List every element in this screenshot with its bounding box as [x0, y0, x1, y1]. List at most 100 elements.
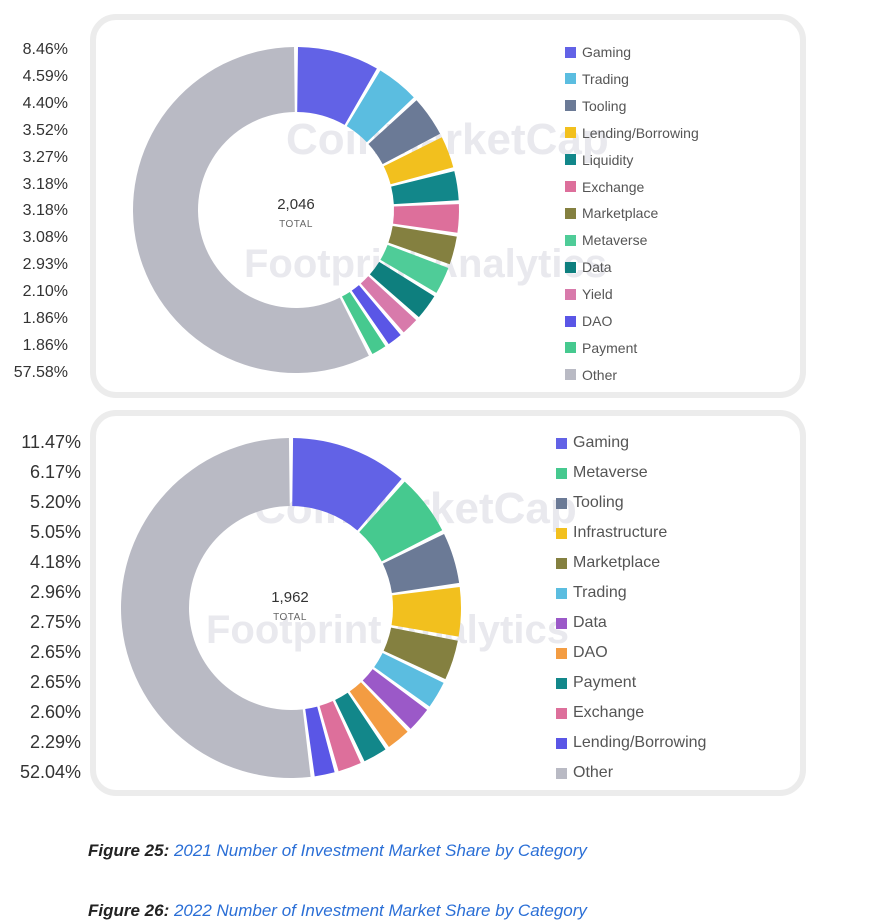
legend-label: Yield [582, 286, 613, 303]
legend-swatch [565, 261, 576, 273]
legend-value: 2.65% [29, 642, 81, 662]
legend-label: Exchange [573, 704, 645, 721]
legend-swatch [556, 437, 567, 449]
legend-value: 2.75% [29, 612, 81, 632]
legend-value: 5.05% [29, 522, 81, 542]
slice-gaming[interactable] [292, 438, 402, 531]
legend-label: Gaming [582, 44, 632, 60]
legend-item-other[interactable]: Other [556, 763, 613, 783]
caption-link[interactable]: 2021 Number of Investment Market Share b… [173, 841, 587, 860]
figure-caption-26: Figure 26: 2022 Number of Investment Mar… [88, 901, 587, 921]
legend-item-marketplace[interactable]: Marketplace [565, 203, 658, 223]
legend-item-data[interactable]: Data [565, 257, 612, 277]
chart-center-2022: 1,962 TOTAL [230, 589, 350, 623]
total-value: 2,046 [277, 196, 315, 213]
slice-data[interactable] [362, 669, 428, 729]
legend-item-liquidity[interactable]: Liquidity [565, 150, 633, 170]
legend-item-metaverse[interactable]: Metaverse [565, 230, 647, 250]
slice-other[interactable] [133, 47, 369, 373]
slice-exchange[interactable] [319, 701, 361, 772]
legend-value: 4.59% [22, 67, 68, 85]
legend-label: Tooling [573, 494, 624, 511]
slice-gaming[interactable] [297, 47, 377, 125]
slice-marketplace[interactable] [388, 226, 457, 265]
legend-item-marketplace[interactable]: Marketplace [556, 553, 660, 573]
slice-exchange[interactable] [393, 204, 459, 233]
donut-chart-2022 [120, 438, 461, 778]
legend-item-lending-borrowing[interactable]: Lending/Borrowing [556, 733, 706, 753]
legend-label: Metaverse [582, 232, 648, 249]
slice-dao[interactable] [349, 682, 408, 747]
slice-trading[interactable] [346, 70, 414, 143]
legend-label: Exchange [582, 178, 645, 195]
legend-item-tooling[interactable]: Tooling [556, 493, 624, 513]
slice-metaverse[interactable] [359, 481, 443, 562]
slice-payment[interactable] [335, 692, 386, 762]
legend-label: Infrastructure [573, 524, 668, 541]
legend-value: 3.08% [22, 229, 68, 247]
legend-swatch [565, 127, 576, 139]
legend-value: 3.52% [22, 121, 68, 139]
legend-item-infrastructure[interactable]: Infrastructure [556, 523, 667, 543]
legend-label: Marketplace [573, 554, 661, 571]
slice-data[interactable] [369, 261, 435, 318]
legend-item-other[interactable]: Other [565, 365, 617, 385]
legend-swatch [556, 737, 567, 749]
slice-liquidity[interactable] [391, 171, 459, 205]
legend-value: 57.58% [13, 363, 68, 381]
legend-swatch [565, 46, 576, 58]
legend-item-exchange[interactable]: Exchange [556, 703, 644, 723]
legend-item-dao[interactable]: DAO [556, 643, 608, 663]
legend-label: Gaming [573, 434, 630, 451]
slice-dao[interactable] [351, 285, 401, 345]
legend-swatch [556, 707, 567, 719]
slice-trading[interactable] [374, 652, 444, 707]
slice-tooling[interactable] [368, 100, 441, 165]
slice-yield[interactable] [360, 276, 417, 333]
legend-label: Other [582, 366, 618, 383]
legend-item-metaverse[interactable]: Metaverse [556, 463, 648, 483]
total-label: TOTAL [273, 612, 307, 623]
slice-payment[interactable] [341, 291, 386, 354]
legend-item-data[interactable]: Data [556, 613, 607, 633]
legend-item-trading[interactable]: Trading [565, 69, 629, 89]
slice-tooling[interactable] [382, 534, 460, 593]
legend-value: 11.47% [21, 432, 81, 452]
legend-item-exchange[interactable]: Exchange [565, 177, 644, 197]
legend-swatch [556, 677, 567, 689]
legend-label: Lending/Borrowing [582, 124, 699, 141]
slice-marketplace[interactable] [383, 627, 458, 680]
legend-swatch [565, 154, 576, 166]
slice-other[interactable] [120, 438, 311, 778]
total-value: 1,962 [271, 589, 309, 606]
legend-value: 2.65% [29, 672, 81, 692]
legend-swatch [556, 587, 567, 599]
legend-value: 5.20% [29, 492, 81, 512]
legend-swatch [565, 342, 576, 354]
legend-item-payment[interactable]: Payment [556, 673, 636, 693]
legend-swatch [565, 73, 576, 85]
slice-metaverse[interactable] [380, 244, 449, 293]
legend-label: Trading [582, 70, 629, 87]
legend-value: 4.18% [29, 552, 81, 572]
caption-link[interactable]: 2022 Number of Investment Market Share b… [173, 901, 587, 920]
legend-item-lending-borrowing[interactable]: Lending/Borrowing [565, 123, 699, 143]
legend-value: 1.86% [22, 310, 68, 327]
legend-label: Tooling [582, 97, 627, 114]
legend-item-gaming[interactable]: Gaming [556, 433, 629, 453]
slice-lending-borrowing[interactable] [383, 137, 454, 185]
legend-item-payment[interactable]: Payment [565, 338, 637, 358]
slice-infrastructure[interactable] [391, 587, 461, 637]
caption-prefix: Figure 26: [88, 901, 174, 920]
slice-lending-borrowing[interactable] [305, 706, 335, 777]
legend-value: 2.60% [29, 702, 81, 722]
donut-chart-2021 [133, 47, 459, 373]
legend-item-gaming[interactable]: Gaming [565, 42, 631, 62]
legend-item-trading[interactable]: Trading [556, 583, 627, 603]
legend-item-dao[interactable]: DAO [565, 311, 612, 331]
legend-label: Data [573, 614, 607, 631]
legend-label: DAO [573, 644, 608, 661]
legend-item-yield[interactable]: Yield [565, 284, 613, 304]
legend-item-tooling[interactable]: Tooling [565, 96, 626, 116]
chart-center-2021: 2,046 TOTAL [236, 196, 356, 230]
